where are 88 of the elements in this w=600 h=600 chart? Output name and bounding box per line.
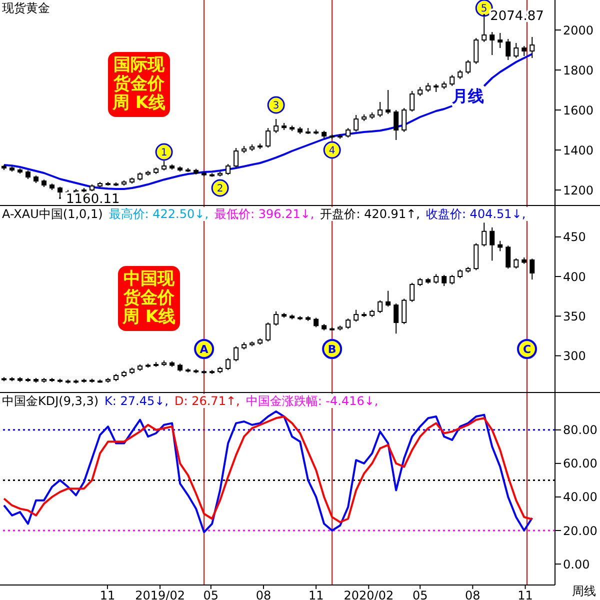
candlestick <box>386 290 391 308</box>
y-tick-label: 60.00 <box>563 456 598 471</box>
y-tick-label: 1400 <box>563 143 594 158</box>
candlestick <box>530 258 535 280</box>
x-tick-label: 05 <box>203 588 219 600</box>
candlestick <box>490 226 495 262</box>
candlestick <box>346 128 351 138</box>
candlestick <box>498 32 503 48</box>
candlestick <box>226 358 231 371</box>
candlestick <box>506 38 511 60</box>
candlestick <box>474 38 479 64</box>
annotation: 最低价: 396.21↓, <box>214 207 314 221</box>
annotation: K: 27.45↓, <box>104 394 168 408</box>
chart-title: A-XAU中国(1,0,1) <box>2 207 103 221</box>
y-tick-label: 300 <box>563 349 586 364</box>
annotation: 开盘价: 420.91↑, <box>320 207 420 221</box>
y-tick-label: 350 <box>563 309 586 324</box>
candlestick <box>482 14 487 42</box>
candlestick <box>450 274 455 285</box>
annotation: 4 <box>328 146 336 157</box>
candlestick <box>466 60 471 74</box>
candlestick <box>514 42 519 58</box>
candlestick <box>226 164 231 176</box>
candlestick <box>410 282 415 302</box>
text: 中国现货金价周 K线 <box>118 266 180 331</box>
annotation: 1160.11 <box>66 192 120 207</box>
x-tick-label: 08 <box>256 588 272 600</box>
y-tick-label: 450 <box>563 230 586 244</box>
candlestick <box>234 346 239 362</box>
y-tick-label: 1600 <box>563 103 594 118</box>
candlestick <box>402 298 407 325</box>
y-tick-label: 400 <box>563 270 586 284</box>
candlestick <box>402 108 407 132</box>
candlestick <box>354 309 359 322</box>
candlestick <box>314 317 319 328</box>
y-tick-label: 40.00 <box>563 490 598 504</box>
x-tick-label: 11 <box>518 588 533 600</box>
candlestick <box>530 36 535 58</box>
candlestick <box>58 186 63 198</box>
y-tick-label: 80.00 <box>563 423 598 438</box>
candlestick <box>274 310 279 326</box>
y-tick-label: 20.00 <box>563 524 598 538</box>
candlestick <box>354 114 359 132</box>
candlestick <box>394 302 399 334</box>
y-tick-label: 2000 <box>563 23 594 38</box>
candlestick <box>394 110 399 140</box>
x-axis-title: 周线 <box>572 583 596 600</box>
candlestick <box>234 148 239 168</box>
candlestick <box>434 274 439 284</box>
y-tick-label: 1200 <box>563 183 594 198</box>
ref-line-label: B <box>328 343 336 356</box>
annotation: 2 <box>216 184 224 195</box>
candlestick <box>522 46 527 56</box>
annotation: D: 26.71↑, <box>174 394 240 408</box>
x-tick-label: 11 <box>100 588 116 600</box>
chart-title: 中国金KDJ(9,3,3) <box>2 394 99 408</box>
candlestick <box>274 118 279 134</box>
ref-line-label: A <box>200 343 209 356</box>
annotation: 收盘价: 404.51↓, <box>426 207 526 221</box>
annotation: 1 <box>160 148 168 159</box>
annotation: 5 <box>480 4 488 15</box>
y-tick-label: 1800 <box>563 63 594 78</box>
chart-title: 现货黄金 <box>2 1 50 15</box>
y-tick-label: 0.00 <box>563 557 590 572</box>
ref-line-label: C <box>522 343 532 356</box>
candlestick <box>474 242 479 271</box>
candlestick <box>378 102 383 118</box>
candlestick <box>442 274 447 287</box>
candlestick <box>162 160 167 171</box>
candlestick <box>506 245 511 270</box>
candlestick <box>450 74 455 86</box>
candlestick <box>498 240 503 252</box>
annotation: 最高价: 422.50↓, <box>108 207 209 221</box>
x-tick-label: 05 <box>412 588 428 600</box>
candlestick <box>410 90 415 112</box>
candlestick <box>490 32 495 56</box>
x-tick-label: 11 <box>308 588 324 600</box>
candlestick <box>378 300 383 314</box>
series-label: 月线 <box>451 86 484 106</box>
candlestick <box>266 322 271 342</box>
candlestick <box>514 258 519 270</box>
candlestick <box>266 128 271 148</box>
annotation: 中国金涨跌幅: -4.416↓, <box>246 394 378 408</box>
candlestick <box>386 90 391 114</box>
text: 国际现货金价周 K线 <box>108 52 170 117</box>
x-tick-label: 08 <box>465 588 480 600</box>
candlestick <box>346 318 351 330</box>
annotation: 3 <box>272 100 280 112</box>
